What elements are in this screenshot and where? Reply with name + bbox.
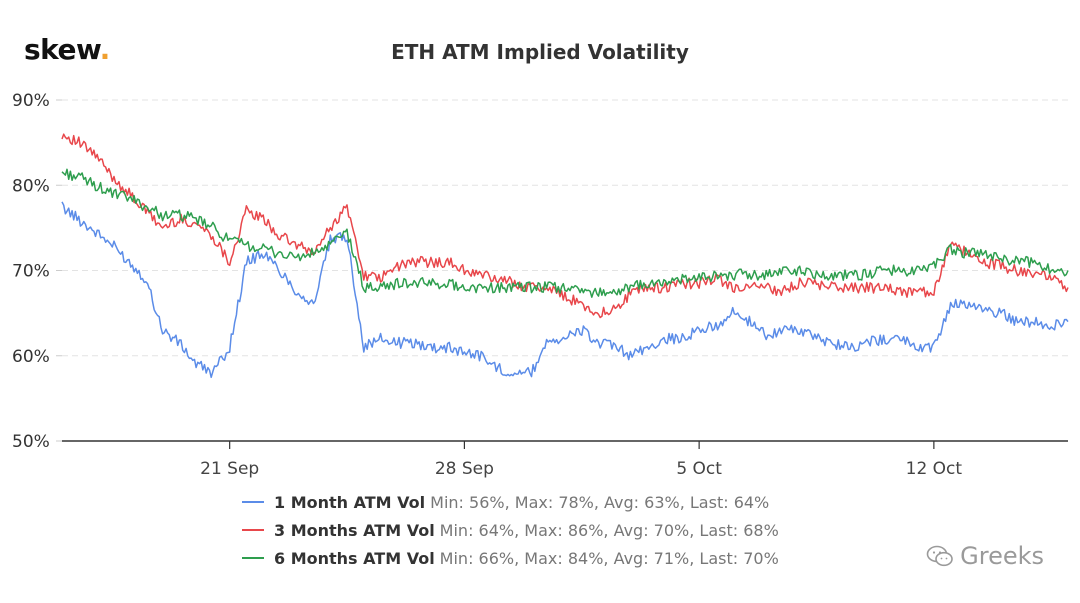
greeks-watermark: Greeks [926,542,1044,570]
skew-logo: skew. [24,33,110,66]
legend-series-name: 1 Month ATM Vol [274,492,426,512]
legend-series-name: 6 Months ATM Vol [274,548,435,568]
legend-series-stats: Min: 56%, Max: 78%, Avg: 63%, Last: 64% [430,492,770,512]
axis-layer: 50% 60% 70% 80% 90% 21 Sep 28 Sep 5 Oct 12 Oct [12,91,1068,479]
grid-layer [62,99,1068,357]
legend-swatch-1-month [242,501,264,503]
legend-series-stats: Min: 66%, Max: 84%, Avg: 71%, Last: 70% [439,548,779,568]
wechat-icon [926,545,953,567]
chart-legend: 1 Month ATM Vol Min: 56%, Max: 78%, Avg:… [242,488,779,572]
watermark-text: Greeks [960,542,1044,570]
series-line-1-month-atm-vol [61,201,1069,379]
series-layer [61,133,1069,379]
y-tick-label: 50% [12,432,50,452]
legend-item-3-months[interactable]: 3 Months ATM Vol Min: 64%, Max: 86%, Avg… [242,516,779,544]
legend-series-stats: Min: 64%, Max: 86%, Avg: 70%, Last: 68% [439,520,779,540]
y-tick-label: 90% [12,91,50,111]
x-tick-label: 21 Sep [200,459,259,479]
series-line-6-months-atm-vol [61,168,1069,298]
legend-series-name: 3 Months ATM Vol [274,520,435,540]
y-tick-label: 60% [12,347,50,367]
y-tick-label: 80% [12,176,50,196]
x-tick-label: 12 Oct [906,459,963,479]
x-tick-label: 5 Oct [676,459,722,479]
series-line-3-months-atm-vol [61,133,1069,319]
legend-item-1-month[interactable]: 1 Month ATM Vol Min: 56%, Max: 78%, Avg:… [242,488,779,516]
legend-swatch-6-months [242,557,264,559]
legend-swatch-3-months [242,529,264,531]
y-tick-label: 70% [12,262,50,282]
logo-dot: . [99,33,111,66]
legend-item-6-months[interactable]: 6 Months ATM Vol Min: 66%, Max: 84%, Avg… [242,544,779,572]
chart-title: ETH ATM Implied Volatility [391,40,689,64]
logo-text: skew [24,33,100,66]
x-tick-label: 28 Sep [435,459,494,479]
